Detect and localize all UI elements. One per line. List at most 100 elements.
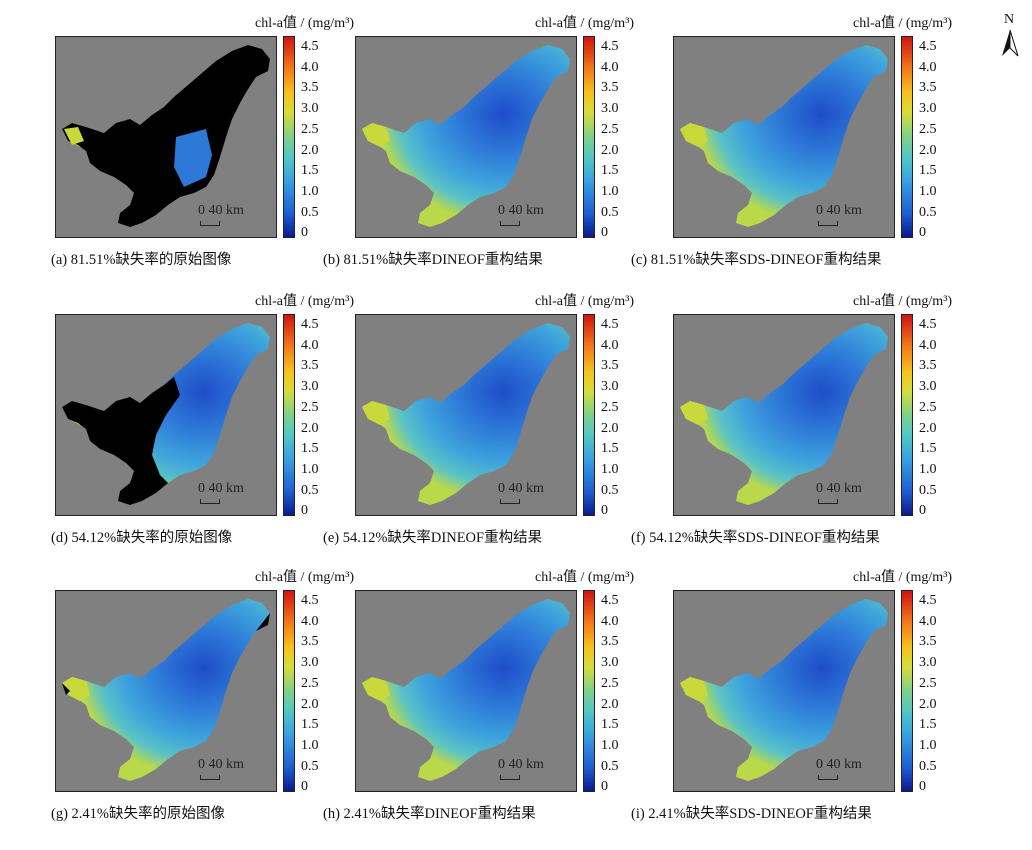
colorbar-tick-label: 2.5: [919, 675, 937, 691]
colorbar-tick-label: 3.0: [301, 655, 319, 671]
colorbar-tick-label: 4.0: [919, 613, 937, 629]
colorbar-tick-label: 0.5: [301, 482, 319, 498]
colorbar-tick-label: 0: [919, 503, 926, 519]
colorbar-tick-label: 3.5: [301, 80, 319, 96]
high-chl-inlet: [680, 123, 708, 147]
scale-zero: 0: [816, 203, 823, 218]
panel-caption: (c) 81.51%缺失率SDS-DINEOF重构结果: [631, 252, 882, 268]
map-panel: chl-a值 / (mg/m³) 0 40 km 4.5 4.0 3.5 3.0 2.5 2.…: [631, 14, 993, 284]
panel-caption: (i) 2.41%缺失率SDS-DINEOF重构结果: [631, 806, 872, 822]
map-panel: chl-a值 / (mg/m³) 0 40 km 4.5 4.0 3.5 3.0 2.5 2.…: [51, 292, 375, 562]
scale-bar: 0 40 km: [816, 203, 862, 226]
scale-zero: 0: [498, 481, 505, 496]
colorbar: [283, 36, 295, 238]
colorbar-title: chl-a值 / (mg/m³): [853, 294, 953, 309]
colorbar-tick-label: 3.5: [919, 634, 937, 650]
chl-a-map: [362, 45, 570, 227]
colorbar-title: chl-a值 / (mg/m³): [255, 294, 355, 309]
colorbar-tick-label: 0.5: [919, 482, 937, 498]
map-frame: 0 40 km: [55, 36, 277, 238]
colorbar-tick-label: 1.0: [919, 461, 937, 477]
colorbar-title: chl-a值 / (mg/m³): [535, 16, 635, 31]
chl-a-map: [62, 599, 270, 781]
scale-bar-line: [500, 499, 520, 504]
colorbar-tick-label: 2.5: [301, 121, 319, 137]
colorbar-tick-label: 2.5: [301, 399, 319, 415]
scale-zero: 0: [816, 757, 823, 772]
lake-area: [362, 599, 570, 781]
colorbar-title: chl-a值 / (mg/m³): [255, 570, 355, 585]
colorbar-tick-label: 3.5: [919, 358, 937, 374]
scale-label: 40 km: [208, 203, 244, 218]
map-panel: chl-a值 / (mg/m³) 0 40 km 4.5 4.0 3.5 3.0 2.5 2.…: [631, 568, 993, 838]
scale-label: 40 km: [208, 481, 244, 496]
high-chl-inlet: [62, 677, 90, 701]
colorbar-tick-label: 1.0: [919, 737, 937, 753]
scale-bar-line: [500, 221, 520, 226]
high-chl-inlet: [362, 677, 390, 701]
map-panel: chl-a值 / (mg/m³) 0 40 km 4.5 4.0 3.5 3.0 2.5 2.…: [51, 568, 375, 838]
chl-a-map: [362, 599, 570, 781]
colorbar-tick-label: 4.5: [601, 317, 619, 332]
colorbar-tick-label: 4.0: [301, 613, 319, 629]
map-panel: chl-a值 / (mg/m³) 0 40 km 4.5 4.0 3.5 3.0 2.5 2.…: [323, 14, 675, 284]
colorbar-tick-label: 3.0: [919, 101, 937, 117]
colorbar-tick-label: 1.5: [601, 163, 619, 179]
colorbar-tick-label: 3.5: [919, 80, 937, 96]
colorbar-title: chl-a值 / (mg/m³): [853, 16, 953, 31]
scale-zero: 0: [816, 481, 823, 496]
colorbar-tick-label: 3.0: [301, 379, 319, 395]
scale-label: 40 km: [508, 203, 544, 218]
scale-bar: 0 40 km: [498, 481, 544, 504]
colorbar-tick-label: 2.0: [601, 420, 619, 436]
colorbar-tick-label: 3.0: [601, 379, 619, 395]
missing-data-mask: [62, 45, 270, 227]
high-chl-inlet: [680, 401, 708, 425]
colorbar-tick-label: 2.0: [919, 696, 937, 712]
colorbar-title: chl-a值 / (mg/m³): [535, 294, 635, 309]
map-panel: chl-a值 / (mg/m³) 0 40 km 4.5 4.0 3.5 3.0 2.5 2.…: [323, 292, 675, 562]
colorbar-tick-label: 1.5: [919, 441, 937, 457]
colorbar-tick-label: 4.5: [919, 593, 937, 608]
map-panel: chl-a值 / (mg/m³) 0 40 km 4.5 4.0 3.5 3.0 2.5 2.…: [51, 14, 375, 284]
colorbar: [583, 590, 595, 792]
lake-area: [680, 323, 888, 505]
map-frame: 0 40 km: [673, 36, 895, 238]
colorbar-tick-label: 1.5: [601, 441, 619, 457]
colorbar-tick-label: 1.0: [601, 461, 619, 477]
colorbar-title: chl-a值 / (mg/m³): [535, 570, 635, 585]
scale-label: 40 km: [826, 481, 862, 496]
panel-caption: (a) 81.51%缺失率的原始图像: [51, 252, 232, 268]
colorbar-tick-label: 0: [301, 779, 308, 795]
scale-bar: 0 40 km: [198, 481, 244, 504]
colorbar-tick-label: 1.5: [601, 717, 619, 733]
scale-bar: 0 40 km: [498, 757, 544, 780]
chl-a-map: [62, 45, 270, 227]
colorbar-tick-label: 3.5: [601, 80, 619, 96]
colorbar: [901, 314, 913, 516]
chl-a-map: [62, 323, 270, 505]
map-frame: 0 40 km: [355, 36, 577, 238]
map-panel: chl-a值 / (mg/m³) 0 40 km 4.5 4.0 3.5 3.0 2.5 2.…: [323, 568, 675, 838]
colorbar-tick-label: 3.0: [301, 101, 319, 117]
scale-label: 40 km: [826, 203, 862, 218]
colorbar-tick-label: 3.0: [919, 379, 937, 395]
colorbar-tick-label: 3.5: [301, 634, 319, 650]
colorbar-tick-label: 2.5: [919, 121, 937, 137]
colorbar: [283, 590, 295, 792]
colorbar-tick-label: 4.5: [919, 39, 937, 54]
colorbar-tick-label: 0: [919, 779, 926, 795]
scale-label: 40 km: [508, 481, 544, 496]
map-frame: 0 40 km: [55, 590, 277, 792]
scale-zero: 0: [198, 481, 205, 496]
colorbar-tick-label: 4.5: [301, 39, 319, 54]
scale-bar-line: [200, 221, 220, 226]
chl-a-map: [680, 323, 888, 505]
colorbar-tick-label: 2.0: [301, 420, 319, 436]
scale-zero: 0: [498, 203, 505, 218]
colorbar-tick-label: 2.0: [601, 142, 619, 158]
colorbar-tick-label: 2.5: [601, 399, 619, 415]
colorbar-tick-label: 4.0: [301, 59, 319, 75]
colorbar-tick-label: 2.0: [301, 142, 319, 158]
colorbar-tick-label: 4.5: [601, 593, 619, 608]
